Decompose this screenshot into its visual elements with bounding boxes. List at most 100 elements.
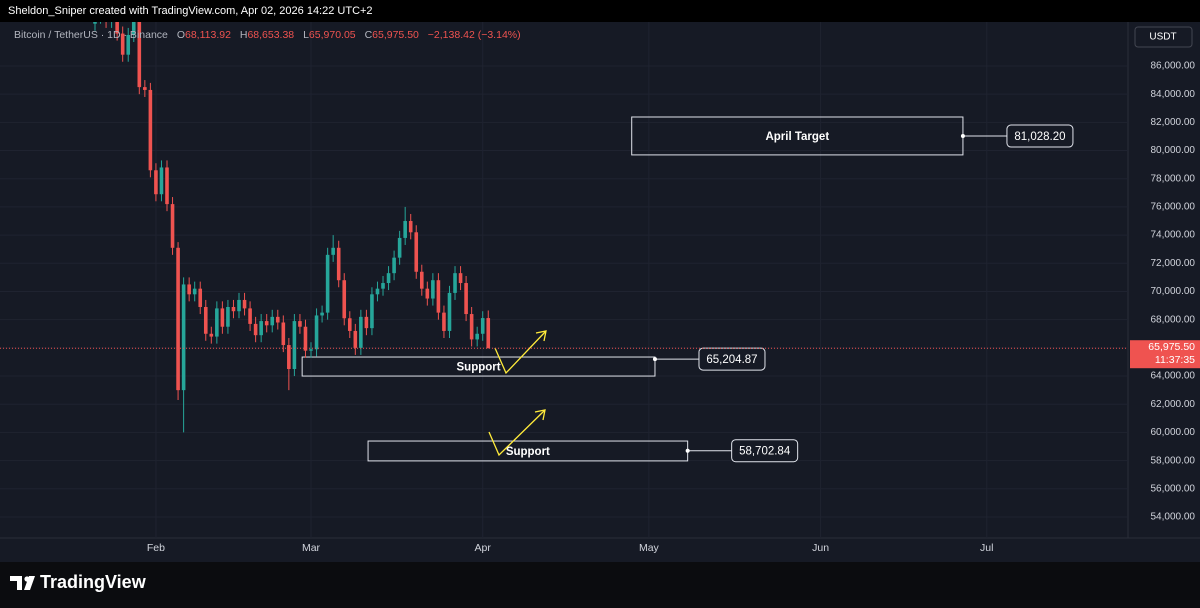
candle-body (148, 89, 153, 171)
candle-body (386, 273, 391, 284)
candle-body (347, 318, 352, 331)
candle-body (298, 321, 302, 327)
candle-body (154, 170, 158, 195)
candle-body (486, 318, 491, 349)
candle-body (198, 288, 203, 307)
candle-body (281, 322, 286, 346)
price-point (652, 357, 657, 362)
last-price-label: 65,975.50 (1148, 341, 1195, 353)
candle-body (275, 316, 280, 323)
candle-body (270, 316, 275, 326)
ohlc-value: 65,975.50 (372, 29, 419, 41)
candle-body (392, 257, 396, 274)
candle-body (215, 308, 219, 337)
candle-body (131, 22, 136, 35)
price-badge (731, 439, 799, 463)
candle-body (176, 247, 180, 391)
y-tick-label: 70,000.00 (1151, 286, 1196, 297)
y-tick-label: 68,000.00 (1151, 314, 1196, 325)
candle-body (314, 315, 319, 350)
zone-label: Support (506, 446, 550, 458)
y-tick-label: 80,000.00 (1151, 145, 1196, 156)
candle-body (192, 288, 197, 295)
y-tick-label: 86,000.00 (1151, 61, 1196, 72)
candle-body (425, 288, 430, 299)
header-bar (0, 0, 1200, 22)
candle-body (447, 292, 452, 331)
candle-body (342, 280, 347, 319)
y-tick-label: 84,000.00 (1151, 89, 1196, 100)
x-tick-label: Mar (302, 542, 321, 554)
candle-body (259, 321, 263, 336)
candle-body (453, 273, 457, 293)
y-tick-label: 76,000.00 (1151, 202, 1196, 213)
candle-body (126, 34, 131, 55)
x-tick-label: Apr (475, 542, 492, 554)
yellow-arrows (488, 330, 547, 457)
candle-body (364, 316, 369, 329)
candle-body (464, 283, 468, 315)
candle-body (253, 323, 258, 336)
zones: April Target 81,028.20 Support 65,204.87 Sup… (301, 116, 1074, 463)
candle-body (203, 306, 208, 334)
y-tick-label: 54,000.00 (1151, 512, 1196, 523)
x-tick-label: May (639, 542, 660, 554)
candle-body (242, 299, 247, 309)
candle-body (120, 33, 125, 55)
x-tick-label: Jul (980, 542, 993, 554)
y-tick-label: 78,000.00 (1151, 173, 1196, 184)
logo-dot (24, 576, 30, 582)
candle-body (264, 321, 269, 326)
candle-body (408, 221, 413, 233)
ohlc-value: 65,970.05 (309, 29, 356, 41)
candle-body (231, 306, 236, 312)
y-tick-label: 60,000.00 (1151, 427, 1196, 438)
candle-body (370, 294, 374, 329)
x-tick-label: Jun (812, 542, 829, 554)
candle-body (93, 22, 97, 24)
arrow (494, 330, 547, 375)
candles (93, 22, 491, 433)
candle-body (220, 308, 225, 327)
candle-body (159, 167, 164, 195)
candle-body (419, 271, 424, 289)
candle-body (442, 312, 446, 331)
candle-body (320, 312, 324, 316)
candle-body (331, 247, 335, 255)
candle-body (431, 280, 435, 299)
candle-body (248, 308, 252, 324)
last-price-tag (1130, 340, 1200, 369)
candle-body (469, 314, 474, 340)
candle-body (359, 316, 363, 348)
candle-body (336, 247, 341, 281)
ohlc-value: 68,653.38 (247, 29, 294, 41)
zone-label: April Target (765, 131, 829, 143)
candle-body (414, 232, 419, 272)
price-label: 65,204.87 (706, 354, 757, 366)
candle-body (397, 237, 402, 258)
candle-body (458, 273, 463, 284)
footer-bar (0, 562, 1200, 608)
candle-body (287, 345, 291, 370)
y-tick-label: 58,000.00 (1151, 455, 1196, 466)
arrow-head (534, 409, 546, 421)
ohlc-key: O (177, 29, 185, 41)
y-tick-label: 62,000.00 (1151, 399, 1196, 410)
candle-body (137, 22, 142, 88)
y-tick-label: 56,000.00 (1151, 483, 1196, 494)
candle-body (381, 283, 385, 289)
header-text: Sheldon_Sniper created with TradingView.… (8, 5, 373, 17)
candle-body (170, 204, 175, 248)
arrow (488, 409, 546, 457)
currency[interactable]: USDT (1149, 32, 1176, 43)
candle-body (143, 87, 147, 90)
price-badge (698, 347, 766, 371)
ohlc-key: H (240, 29, 248, 41)
candle-body (436, 280, 441, 313)
ohlc-key: L (303, 29, 309, 41)
y-tick-label: 64,000.00 (1151, 371, 1196, 382)
candle-body (237, 299, 241, 312)
currency-button[interactable] (1134, 26, 1193, 48)
